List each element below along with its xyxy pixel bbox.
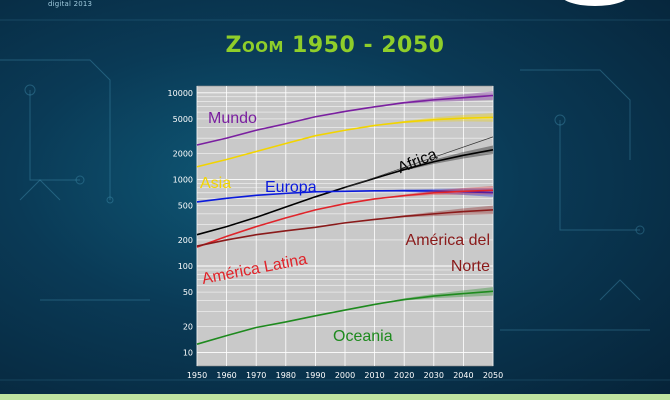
x-tick-label: 2040 bbox=[453, 371, 473, 380]
series-line-américa-latina bbox=[196, 189, 494, 248]
top-decoration bbox=[560, 0, 630, 6]
y-tick-label: 200 bbox=[178, 236, 193, 245]
x-tick-label: 2020 bbox=[394, 371, 414, 380]
x-tick-label: 1980 bbox=[276, 371, 296, 380]
series-label-mundo: Mundo bbox=[208, 110, 257, 127]
brand-label: digital 2013 bbox=[48, 0, 93, 8]
series-line-asia bbox=[196, 116, 494, 168]
x-tick-label: 2010 bbox=[364, 371, 384, 380]
series-line-africa bbox=[196, 149, 494, 236]
series-line-mundo bbox=[196, 94, 494, 146]
series-line-américa-del-norte bbox=[196, 209, 494, 247]
y-tick-label: 500 bbox=[178, 201, 193, 210]
y-tick-label: 50 bbox=[183, 288, 193, 297]
y-tick-label: 1000 bbox=[173, 175, 193, 184]
y-tick-label: 5000 bbox=[173, 115, 193, 124]
x-tick-label: 2000 bbox=[335, 371, 355, 380]
series-label-europa: Europa bbox=[265, 179, 317, 196]
series-label-américa-del-norte: Norte bbox=[451, 258, 490, 275]
y-tick-label: 2000 bbox=[173, 149, 193, 158]
y-tick-label: 10 bbox=[183, 349, 193, 358]
x-tick-label: 1960 bbox=[216, 371, 236, 380]
series-line-oceania bbox=[196, 290, 494, 345]
africa-trend-line bbox=[344, 136, 494, 189]
x-tick-label: 2030 bbox=[424, 371, 444, 380]
x-tick-label: 1970 bbox=[246, 371, 266, 380]
x-tick-label: 2050 bbox=[483, 371, 503, 380]
series-label-oceania: Oceania bbox=[333, 328, 393, 345]
slide-title: Zoom 1950 - 2050 bbox=[225, 33, 445, 58]
y-tick-label: 100 bbox=[178, 262, 193, 271]
series-line-europa bbox=[196, 189, 494, 203]
series-label-asia: Asia bbox=[200, 175, 231, 192]
series-label-américa-del-norte: América del bbox=[406, 232, 490, 249]
y-tick-label: 10000 bbox=[168, 89, 193, 98]
x-tick-label: 1990 bbox=[305, 371, 325, 380]
x-tick-label: 1950 bbox=[187, 371, 207, 380]
bottom-bar bbox=[0, 394, 670, 400]
y-tick-label: 20 bbox=[183, 323, 193, 332]
